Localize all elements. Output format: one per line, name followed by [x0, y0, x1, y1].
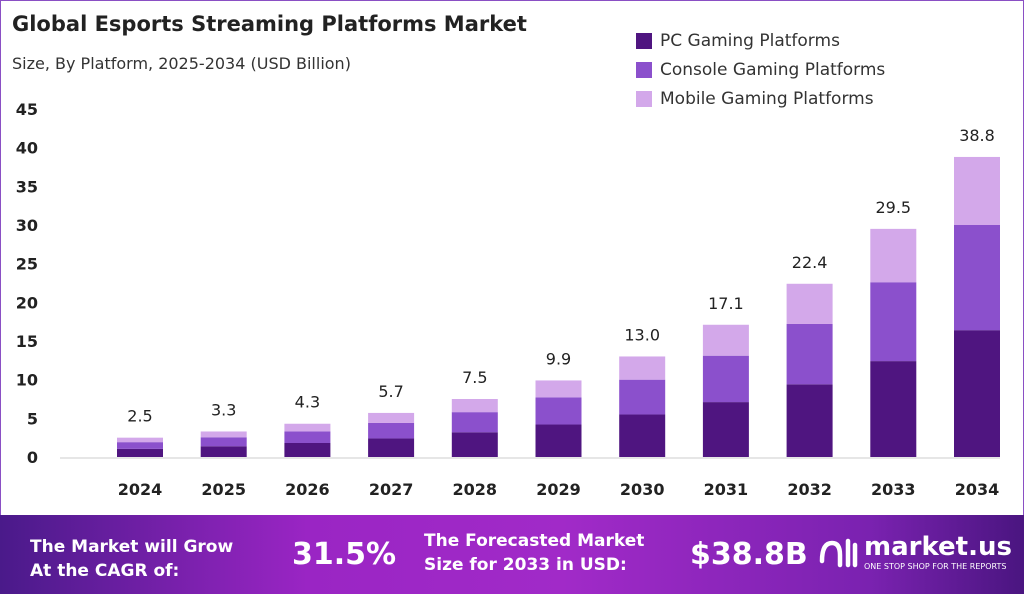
- data-label: 2.5: [127, 407, 152, 426]
- x-tick-label: 2027: [369, 480, 414, 499]
- x-tick-label: 2032: [787, 480, 832, 499]
- x-tick-label: 2024: [118, 480, 163, 499]
- y-tick-label: 5: [27, 409, 38, 428]
- bar-segment: [870, 361, 917, 457]
- y-tick-label: 35: [16, 177, 38, 196]
- data-label: 7.5: [462, 368, 487, 387]
- legend-item-pc: PC Gaming Platforms: [636, 26, 885, 55]
- x-tick-label: 2028: [453, 480, 498, 499]
- bar-segment: [786, 323, 833, 385]
- data-label: 17.1: [708, 294, 744, 313]
- bar-segment: [284, 431, 331, 444]
- bar-segment: [117, 448, 163, 457]
- x-tick-label: 2031: [704, 480, 749, 499]
- brand-logo: market.us ONE STOP SHOP FOR THE REPORTS: [818, 533, 1012, 572]
- bar-segment: [200, 431, 247, 438]
- legend-swatch: [636, 61, 652, 78]
- cagr-label: The Market will Grow At the CAGR of:: [30, 535, 233, 583]
- y-tick-label: 25: [16, 255, 38, 274]
- legend-item-console: Console Gaming Platforms: [636, 55, 885, 84]
- bar-segment: [870, 282, 917, 362]
- data-label: 29.5: [875, 198, 911, 217]
- bar-segment: [954, 225, 1000, 331]
- bar-segment: [786, 283, 833, 324]
- y-tick-label: 20: [16, 293, 38, 312]
- data-label: 38.8: [959, 126, 995, 145]
- legend-swatch: [636, 32, 652, 49]
- y-tick-label: 45: [16, 100, 38, 119]
- bar-segment: [954, 330, 1000, 457]
- bar-segment: [368, 422, 415, 439]
- forecast-label-line2: Size for 2033 in USD:: [424, 555, 627, 575]
- forecast-value: $38.8B: [690, 537, 808, 572]
- bar-segment: [786, 384, 833, 457]
- forecast-label-line1: The Forecasted Market: [424, 531, 645, 551]
- bar-segment: [870, 228, 917, 283]
- data-label: 9.9: [546, 349, 571, 368]
- bar-segment: [619, 379, 666, 415]
- bar-segment: [535, 380, 582, 398]
- bar-segment: [284, 423, 331, 432]
- bar-segment: [451, 432, 498, 457]
- data-label: 13.0: [624, 325, 660, 344]
- bar-segment: [117, 442, 163, 449]
- chart-title: Global Esports Streaming Platforms Marke…: [12, 12, 527, 36]
- cagr-label-line2: At the CAGR of:: [30, 561, 180, 581]
- cagr-label-line1: The Market will Grow: [30, 537, 234, 557]
- x-tick-label: 2030: [620, 480, 665, 499]
- legend-label: PC Gaming Platforms: [660, 30, 840, 51]
- bar-segment: [368, 412, 415, 423]
- bar-segment: [702, 355, 749, 403]
- legend-label: Mobile Gaming Platforms: [660, 88, 874, 109]
- data-label: 3.3: [211, 400, 236, 419]
- x-tick-label: 2034: [955, 480, 1000, 499]
- legend-item-mobile: Mobile Gaming Platforms: [636, 84, 885, 113]
- footer-banner: The Market will Grow At the CAGR of: 31.5…: [0, 515, 1024, 594]
- bar-segment: [535, 397, 582, 425]
- data-label: 22.4: [792, 253, 828, 272]
- y-tick-label: 10: [16, 371, 38, 390]
- y-tick-label: 40: [16, 139, 38, 158]
- bar-segment: [702, 402, 749, 457]
- legend-label: Console Gaming Platforms: [660, 59, 886, 80]
- chart-plot: 0510152025303540452.520243.320254.320265…: [16, 100, 1000, 499]
- bar-segment: [200, 437, 247, 447]
- forecast-label: The Forecasted Market Size for 2033 in US…: [424, 529, 644, 577]
- bar-segment: [117, 437, 163, 443]
- x-tick-label: 2029: [536, 480, 581, 499]
- bar-segment: [200, 446, 247, 457]
- bar-segment: [451, 399, 498, 413]
- bar-segment: [619, 356, 666, 380]
- brand-tagline: ONE STOP SHOP FOR THE REPORTS: [864, 562, 1007, 571]
- bar-segment: [535, 424, 582, 457]
- legend-swatch: [636, 90, 652, 107]
- x-tick-label: 2025: [201, 480, 246, 499]
- legend: PC Gaming Platforms Console Gaming Platf…: [636, 26, 885, 113]
- bar-segment: [284, 443, 331, 457]
- data-label: 5.7: [378, 382, 403, 401]
- bar-segment: [954, 156, 1000, 225]
- bar-segment: [702, 324, 749, 356]
- bar-segment: [368, 438, 415, 457]
- bar-segment: [451, 412, 498, 433]
- chart-subtitle: Size, By Platform, 2025-2034 (USD Billio…: [12, 54, 351, 73]
- cagr-value: 31.5%: [292, 537, 397, 572]
- y-tick-label: 0: [27, 448, 38, 467]
- brand-name: market.us: [864, 532, 1012, 562]
- x-tick-label: 2026: [285, 480, 330, 499]
- y-tick-label: 15: [16, 332, 38, 351]
- logo-icon: [819, 538, 858, 567]
- data-label: 4.3: [295, 393, 320, 412]
- bar-segment: [619, 414, 666, 457]
- x-tick-label: 2033: [871, 480, 916, 499]
- y-tick-label: 30: [16, 216, 38, 235]
